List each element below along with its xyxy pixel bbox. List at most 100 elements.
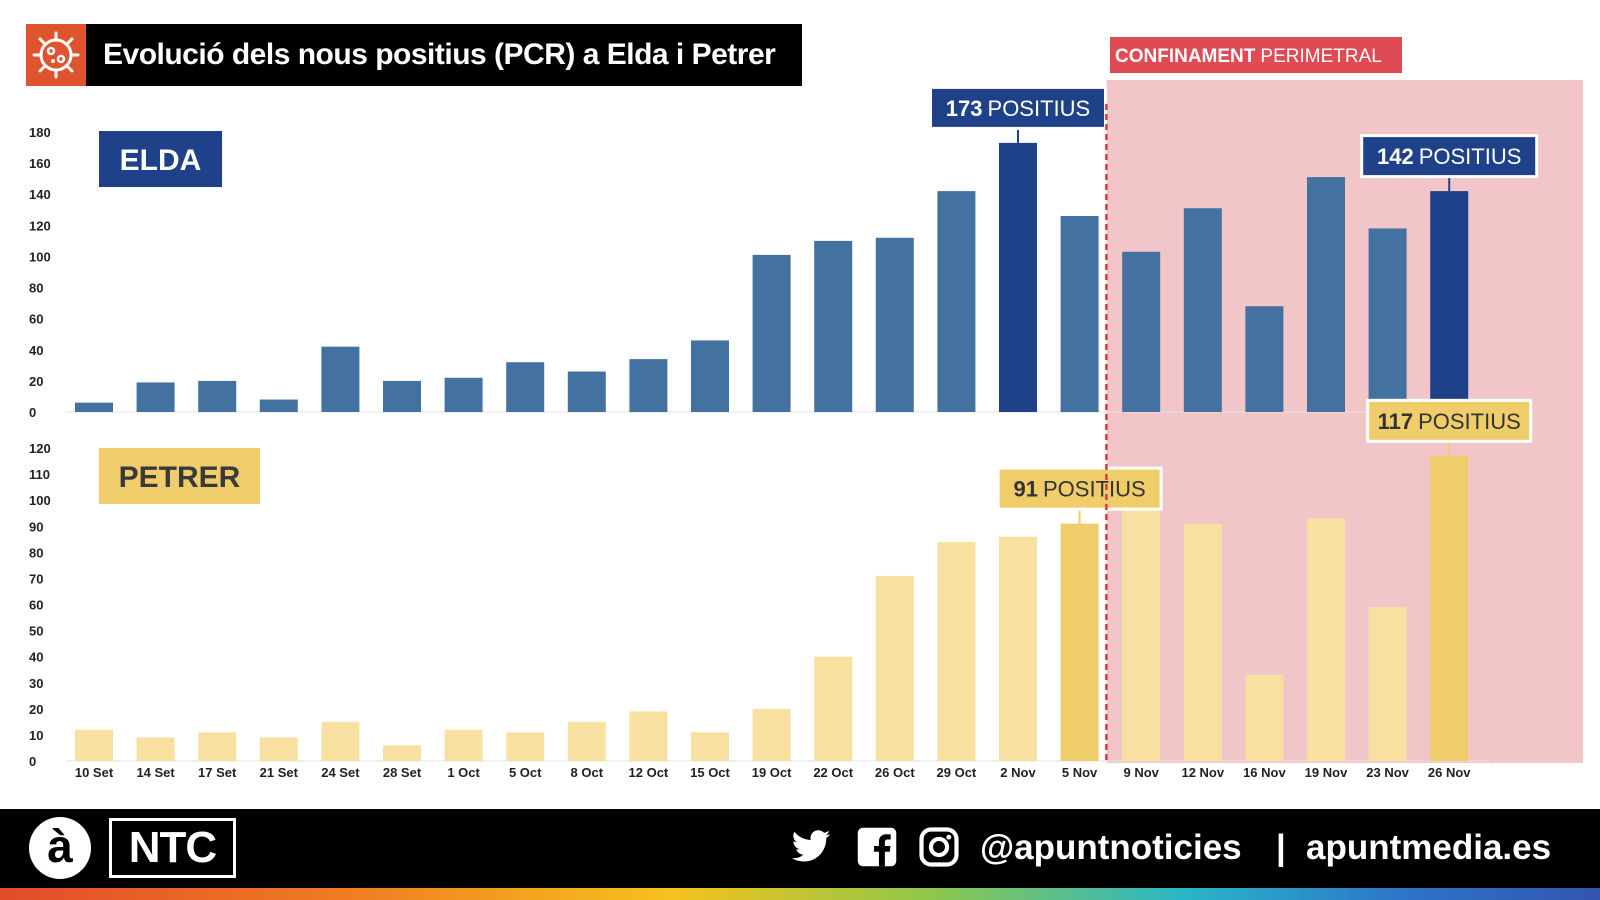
bar-petrer	[383, 745, 421, 761]
annotation-number: 173	[946, 96, 983, 121]
bar-petrer	[75, 729, 113, 761]
bar-elda	[1122, 251, 1161, 412]
x-tick-label: 8 Oct	[571, 765, 604, 780]
y-tick-label: 140	[29, 187, 51, 202]
annotation-number: 91	[1014, 477, 1038, 502]
x-tick-label: 14 Set	[136, 765, 175, 780]
y-tick-label: 100	[29, 249, 51, 264]
instagram-icon[interactable]	[918, 826, 960, 868]
x-tick-label: 26 Oct	[875, 765, 915, 780]
chart-area: CONFINAMENT PERIMETRAL 0 20 40 60 80 100 120 140 1…	[29, 37, 1583, 780]
x-tick-label: 19 Nov	[1305, 765, 1348, 780]
bar-elda	[1060, 216, 1099, 412]
x-tick-label: 29 Oct	[937, 765, 977, 780]
y-tick-label: 50	[29, 624, 43, 639]
bar-elda	[198, 380, 237, 412]
y-tick-label: 60	[29, 312, 43, 327]
x-tick-label: 15 Oct	[690, 765, 730, 780]
x-tick-label: 23 Nov	[1366, 765, 1409, 780]
bar-elda	[136, 382, 175, 412]
twitter-handle[interactable]: @apuntnoticies	[980, 828, 1242, 867]
y-tick-label: 0	[29, 754, 36, 769]
y-tick-label: 160	[29, 156, 51, 171]
y-tick-label: 40	[29, 650, 43, 665]
lockdown-label-light: PERIMETRAL	[1260, 46, 1381, 67]
annotation-number: 142	[1377, 144, 1414, 169]
bar-petrer	[875, 575, 914, 761]
apunt-logo[interactable]: à	[29, 817, 91, 879]
annotation-label: 91 POSITIUS	[1014, 477, 1146, 502]
annotation-label: 117 POSITIUS	[1378, 409, 1521, 434]
x-tick-label: 5 Oct	[509, 765, 542, 780]
bar-petrer	[1368, 607, 1407, 761]
x-tick-label: 19 Oct	[752, 765, 792, 780]
bar-elda	[999, 142, 1037, 412]
bar-elda	[1430, 191, 1469, 412]
x-tick-label: 2 Nov	[1000, 765, 1036, 780]
bar-petrer	[506, 732, 545, 761]
bar-petrer	[691, 732, 729, 761]
bar-elda	[506, 362, 545, 412]
x-tick-label: 24 Set	[321, 765, 360, 780]
bar-petrer	[999, 536, 1037, 761]
x-tick-label: 9 Nov	[1123, 765, 1159, 780]
bar-petrer	[136, 737, 175, 761]
bar-elda	[1245, 306, 1284, 412]
annotation-text: POSITIUS	[1418, 409, 1521, 434]
bar-elda	[1183, 208, 1222, 412]
virus-icon	[26, 24, 86, 86]
bar-elda	[75, 402, 113, 412]
bar-elda	[1307, 177, 1345, 412]
annotation-number: 117	[1378, 409, 1414, 434]
bar-elda	[567, 371, 606, 412]
y-tick-label: 20	[29, 702, 43, 717]
bar-petrer	[629, 711, 668, 761]
bar-elda	[691, 340, 729, 412]
y-tick-label: 180	[29, 125, 51, 140]
y-tick-label: 80	[29, 545, 43, 560]
twitter-icon[interactable]	[790, 826, 832, 868]
bar-petrer	[259, 737, 298, 761]
x-tick-label: 10 Set	[75, 765, 114, 780]
bar-petrer	[1430, 455, 1469, 761]
bar-elda	[752, 254, 791, 412]
lockdown-label-bold: CONFINAMENT	[1115, 46, 1256, 67]
bar-petrer	[937, 541, 976, 761]
x-tick-label: 12 Oct	[629, 765, 669, 780]
bar-petrer	[814, 656, 853, 761]
website-link[interactable]: apuntmedia.es	[1306, 828, 1552, 867]
y-tick-label: 40	[29, 343, 43, 358]
x-tick-label: 17 Set	[198, 765, 237, 780]
bar-elda	[444, 377, 483, 412]
bar-elda	[937, 191, 976, 412]
series-label: ELDA	[120, 144, 202, 177]
bar-elda	[383, 380, 421, 412]
x-tick-label: 26 Nov	[1428, 765, 1471, 780]
annotation-text: POSITIUS	[1419, 144, 1522, 169]
y-tick-label: 20	[29, 374, 43, 389]
y-tick-label: 120	[29, 218, 51, 233]
bar-petrer	[321, 721, 360, 761]
bar-petrer	[752, 708, 791, 761]
bar-elda	[875, 237, 914, 412]
lockdown-label-box	[1110, 37, 1402, 73]
annotation-box	[932, 88, 1104, 127]
y-tick-label: 100	[29, 493, 51, 508]
bar-elda	[629, 359, 668, 412]
annotation-text: POSITIUS	[988, 96, 1091, 121]
annotation-label: 173 POSITIUS	[946, 96, 1090, 121]
y-tick-label: 70	[29, 571, 43, 586]
bar-elda	[814, 240, 853, 412]
bar-elda	[321, 346, 360, 412]
facebook-icon[interactable]	[856, 826, 898, 868]
rainbow-stripe	[0, 888, 1600, 900]
bar-elda	[259, 399, 298, 412]
y-tick-label: 90	[29, 519, 43, 534]
y-tick-label: 60	[29, 598, 43, 613]
ntc-logo[interactable]: NTC	[109, 818, 236, 878]
series-label-box	[99, 131, 222, 187]
x-tick-label: 16 Nov	[1243, 765, 1286, 780]
title-bar: Evolució dels nous positius (PCR) a Elda…	[26, 24, 802, 86]
bar-petrer	[567, 721, 606, 761]
bar-petrer	[1122, 500, 1161, 761]
